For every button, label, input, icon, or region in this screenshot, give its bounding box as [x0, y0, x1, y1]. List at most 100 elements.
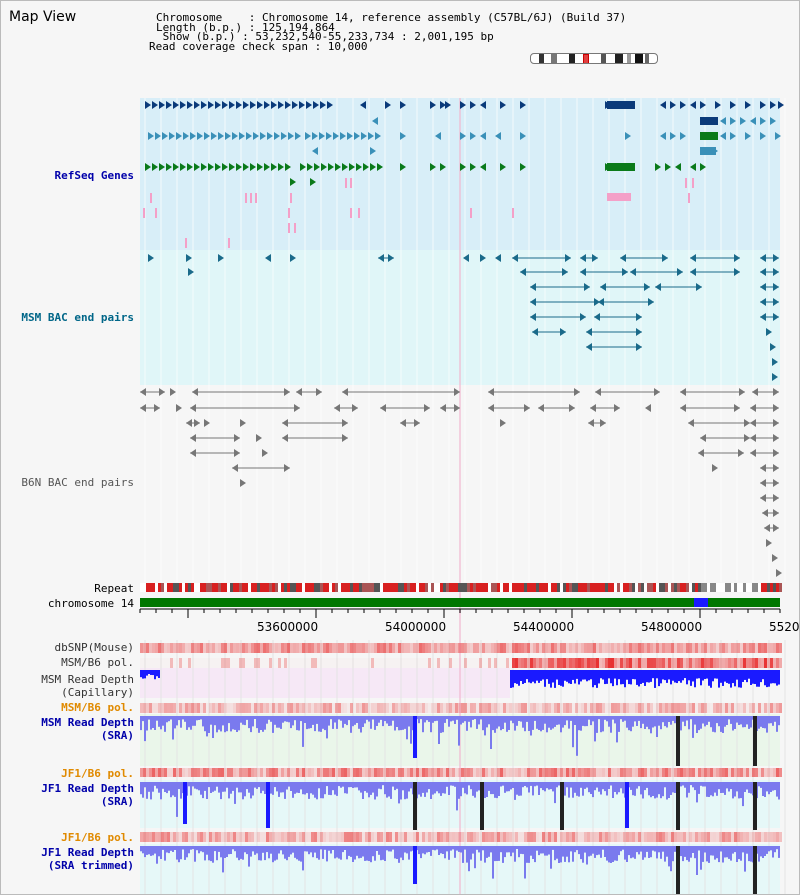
msm-pol2-heat	[506, 703, 509, 713]
refseq-gene-arrow	[194, 101, 200, 109]
jf1-pol-heat	[407, 768, 410, 777]
track-label-jf1-b6-pol[interactable]: JF1/B6 pol.	[61, 767, 134, 780]
capillary-depth-bar	[752, 670, 754, 684]
dbsnp-heat	[314, 643, 317, 653]
repeat-segment	[581, 583, 584, 592]
repeat-segment	[446, 583, 449, 592]
jf1-pol2-heat	[563, 832, 566, 842]
dbsnp-heat	[209, 643, 212, 653]
msm-pol-heat	[593, 658, 596, 668]
jf1-trim-depth	[302, 846, 304, 871]
jf1-pol2-heat	[518, 832, 521, 842]
msm-sra-depth	[604, 716, 606, 720]
msm-pol2-heat	[683, 703, 686, 713]
jf1-sra-depth	[514, 782, 516, 800]
b6n-bac-pair-end	[380, 404, 386, 412]
track-label-chromosome[interactable]: chromosome 14	[47, 597, 134, 610]
repeat-segment	[143, 583, 146, 592]
repeat-segment	[452, 583, 455, 592]
dbsnp-heat	[437, 643, 440, 653]
jf1-pol-heat	[596, 768, 599, 777]
jf1-pol2-heat	[755, 832, 758, 842]
track-label-jf1-depth-trimmed[interactable]: JF1 Read Depth	[41, 846, 134, 859]
track-label-refseq[interactable]: RefSeq Genes	[54, 169, 134, 182]
jf1-trim-depth	[598, 846, 600, 855]
jf1-sra-depth	[316, 782, 318, 800]
refseq-gene-arrow	[690, 101, 696, 109]
msm-bac-pair-end	[773, 298, 779, 306]
msm-pol-heat	[578, 658, 581, 668]
track-label-jf1-b6-pol-2[interactable]: JF1/B6 pol.	[61, 831, 134, 844]
refseq-gene-arrow	[278, 163, 284, 171]
track-label-b6n-bac[interactable]: B6N BAC end pairs	[21, 476, 134, 489]
repeat-segment	[362, 583, 365, 592]
track-label-msm-bac[interactable]: MSM BAC end pairs	[21, 311, 134, 324]
repeat-segment	[155, 583, 158, 592]
msm-pol-heat	[494, 658, 497, 668]
msm-sra-depth	[518, 716, 520, 721]
msm-pol2-heat	[476, 703, 479, 713]
dbsnp-heat	[554, 643, 557, 653]
jf1-pol-heat	[494, 768, 497, 777]
refseq-gene-arrow	[225, 132, 231, 140]
refseq-gene-arrow	[370, 147, 376, 155]
dbsnp-heat	[719, 643, 722, 653]
jf1-pol2-heat	[656, 832, 659, 842]
msm-pol2-heat	[179, 703, 182, 713]
capillary-depth-bar	[140, 670, 142, 678]
jf1-sra-depth	[584, 782, 586, 789]
track-label-repeat[interactable]: Repeat	[94, 582, 134, 595]
msm-sra-depth	[434, 716, 436, 722]
refseq-gene-arrow	[215, 101, 221, 109]
refseq-gene-arrow	[271, 163, 277, 171]
repeat-segment	[278, 583, 281, 592]
jf1-pol2-heat	[341, 832, 344, 842]
msm-sra-depth	[296, 716, 298, 731]
jf1-sra-depth	[554, 782, 556, 804]
refseq-gene-arrow	[257, 163, 263, 171]
msm-pol2-heat	[194, 703, 197, 713]
jf1-sra-depth	[218, 782, 220, 793]
track-label-msm-b6-pol[interactable]: MSM/B6 pol.	[61, 656, 134, 669]
jf1-sra-depth	[294, 782, 296, 794]
b6n-bac-pair-end	[773, 464, 779, 472]
jf1-trim-depth	[658, 846, 660, 853]
msm-pol2-heat	[722, 703, 725, 713]
track-label-msm-depth-capillary[interactable]: MSM Read Depth	[41, 673, 134, 686]
capillary-depth-bar	[546, 670, 548, 680]
msm-pol2-heat	[668, 703, 671, 713]
msm-pol2-heat	[221, 703, 224, 713]
jf1-pol-heat	[284, 768, 287, 777]
track-label-msm-b6-pol-2[interactable]: MSM/B6 pol.	[61, 701, 134, 714]
dbsnp-heat	[518, 643, 521, 653]
msm-sra-depth	[700, 716, 702, 729]
jf1-sra-depth	[274, 782, 276, 788]
refseq-gene-arrow	[500, 101, 506, 109]
msm-pol-heat	[314, 658, 317, 668]
track-label-dbsnp[interactable]: dbSNP(Mouse)	[54, 641, 134, 654]
msm-sra-depth	[464, 716, 466, 722]
jf1-sra-depth	[750, 782, 752, 794]
msm-pol-heat	[761, 658, 764, 668]
track-label-jf1-depth-sra[interactable]: JF1 Read Depth	[41, 782, 134, 795]
dbsnp-heat	[464, 643, 467, 653]
jf1-pol-heat	[578, 768, 581, 777]
jf1-trim-depth	[588, 846, 590, 857]
msm-pol-heat	[431, 658, 434, 668]
msm-pol-heat	[500, 658, 503, 668]
jf1-sra-depth-black	[413, 782, 417, 830]
chromosome-ideogram[interactable]	[530, 53, 658, 64]
dbsnp-heat	[428, 643, 431, 653]
jf1-sra-depth	[720, 782, 722, 793]
jf1-sra-depth	[494, 782, 496, 798]
dbsnp-heat	[593, 643, 596, 653]
track-label-msm-depth-sra[interactable]: MSM Read Depth	[41, 716, 134, 729]
refseq-gene-arrow	[253, 132, 259, 140]
msm-bac-pair-end	[378, 254, 384, 262]
jf1-pol-heat	[770, 768, 773, 777]
msm-sra-depth	[600, 716, 602, 733]
jf1-pol2-heat	[269, 832, 272, 842]
msm-sra-depth	[552, 716, 554, 729]
jf1-pol-heat	[209, 768, 212, 777]
